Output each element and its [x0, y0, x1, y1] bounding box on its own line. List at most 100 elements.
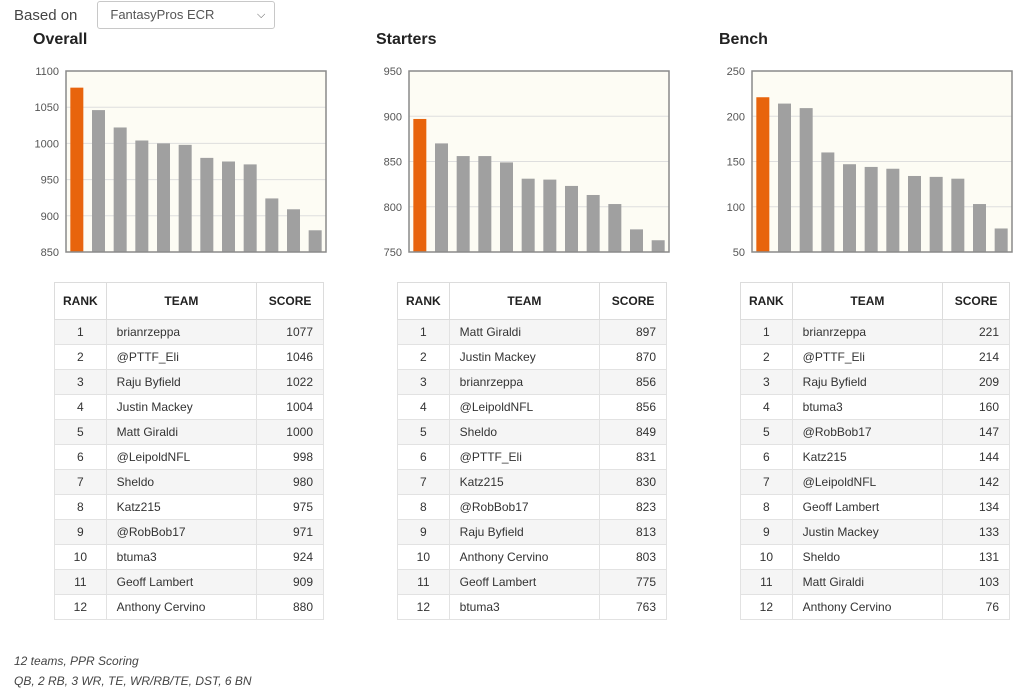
bar[interactable]: [756, 97, 770, 252]
bar[interactable]: [565, 185, 578, 252]
table-row: 10 Anthony Cervino 803: [397, 544, 667, 570]
bar[interactable]: [821, 152, 835, 252]
rank-cell: 3: [397, 369, 450, 395]
bar[interactable]: [500, 162, 513, 252]
bar[interactable]: [478, 156, 492, 252]
score-cell: 144: [942, 444, 1010, 470]
bar[interactable]: [113, 127, 127, 252]
bar[interactable]: [886, 168, 900, 252]
table-row: 8 Katz215 975: [54, 494, 324, 520]
rank-cell: 5: [397, 419, 450, 445]
rank-cell: 2: [397, 344, 450, 370]
bar[interactable]: [799, 108, 813, 252]
rank-cell: 10: [54, 544, 107, 570]
bar[interactable]: [157, 143, 170, 252]
bar[interactable]: [973, 204, 986, 252]
rank-header: RANK: [740, 282, 793, 320]
based-on-control: Based on FantasyPros ECR ⌵: [14, 0, 276, 30]
bar[interactable]: [308, 230, 322, 252]
table-row: 11 Geoff Lambert 775: [397, 569, 667, 595]
bar[interactable]: [222, 161, 235, 253]
score-cell: 975: [256, 494, 324, 520]
bar[interactable]: [200, 157, 214, 252]
table-row: 11 Matt Giraldi 103: [740, 569, 1010, 595]
rank-cell: 4: [740, 394, 793, 420]
bar[interactable]: [843, 164, 856, 252]
rank-cell: 5: [54, 419, 107, 445]
bar[interactable]: [178, 144, 192, 252]
score-cell: 909: [256, 569, 324, 595]
bar[interactable]: [521, 178, 535, 252]
panel-title: Overall: [33, 31, 88, 48]
table-row: 2 Justin Mackey 870: [397, 344, 667, 370]
team-cell: brianrzeppa: [105, 319, 258, 345]
table-row: 7 Katz215 830: [397, 469, 667, 495]
team-cell: Katz215: [105, 494, 258, 520]
bar[interactable]: [287, 209, 300, 252]
bar[interactable]: [135, 140, 149, 252]
bar[interactable]: [265, 198, 279, 252]
rank-cell: 9: [54, 519, 107, 545]
bar[interactable]: [456, 156, 470, 252]
bar[interactable]: [608, 204, 622, 252]
rank-header: RANK: [54, 282, 107, 320]
table-row: 4 btuma3 160: [740, 394, 1010, 420]
team-cell: @RobBob17: [791, 419, 944, 445]
bar[interactable]: [630, 229, 643, 252]
table-row: 6 Katz215 144: [740, 444, 1010, 470]
league-scoring-text: 12 teams, PPR Scoring: [14, 654, 139, 668]
bar[interactable]: [929, 176, 943, 252]
bar[interactable]: [543, 179, 557, 252]
table-row: 3 Raju Byfield 1022: [54, 369, 324, 395]
bar[interactable]: [778, 103, 791, 252]
rank-cell: 11: [397, 569, 450, 595]
ranking-source-value: FantasyPros ECR: [110, 7, 215, 22]
score-cell: 763: [599, 594, 667, 620]
ranking-table-bench: RANK TEAM SCORE 1 brianrzeppa 221 2 @PTTF_El…: [740, 282, 1010, 620]
score-cell: 924: [256, 544, 324, 570]
score-cell: 856: [599, 394, 667, 420]
score-cell: 131: [942, 544, 1010, 570]
y-tick-label: 1100: [35, 66, 59, 78]
score-cell: 1000: [256, 419, 324, 445]
based-on-label: Based on: [14, 6, 78, 24]
team-cell: @LeipoldNFL: [105, 444, 258, 470]
y-tick-label: 900: [41, 211, 59, 223]
bar-chart-bench: 50 100 150 200 250: [727, 66, 1013, 259]
y-tick-label: 750: [384, 247, 402, 259]
rank-cell: 11: [54, 569, 107, 595]
plot-border: [408, 70, 670, 253]
table-row: 4 @LeipoldNFL 856: [397, 394, 667, 420]
team-cell: Sheldo: [105, 469, 258, 495]
team-cell: Justin Mackey: [448, 344, 601, 370]
table-row: 10 Sheldo 131: [740, 544, 1010, 570]
score-cell: 76: [942, 594, 1010, 620]
table-row: 6 @LeipoldNFL 998: [54, 444, 324, 470]
bar[interactable]: [435, 143, 448, 252]
team-cell: @PTTF_Eli: [448, 444, 601, 470]
bar[interactable]: [864, 166, 878, 252]
table-row: 11 Geoff Lambert 909: [54, 569, 324, 595]
score-cell: 830: [599, 469, 667, 495]
score-header: SCORE: [256, 282, 324, 320]
panel-title: Bench: [719, 31, 768, 48]
team-cell: Geoff Lambert: [105, 569, 258, 595]
ranking-source-select[interactable]: FantasyPros ECR ⌵: [97, 1, 276, 29]
table-row: 12 Anthony Cervino 880: [54, 594, 324, 620]
bar[interactable]: [243, 164, 257, 252]
rank-header: RANK: [397, 282, 450, 320]
rank-cell: 11: [740, 569, 793, 595]
score-cell: 998: [256, 444, 324, 470]
bar[interactable]: [586, 194, 600, 252]
bar[interactable]: [92, 110, 105, 252]
score-cell: 823: [599, 494, 667, 520]
team-cell: Sheldo: [448, 419, 601, 445]
bar[interactable]: [651, 240, 665, 252]
bar[interactable]: [908, 175, 921, 252]
table-row: 3 Raju Byfield 209: [740, 369, 1010, 395]
rank-cell: 9: [740, 519, 793, 545]
bar[interactable]: [70, 87, 84, 252]
bar[interactable]: [413, 118, 427, 252]
bar[interactable]: [951, 178, 965, 252]
bar[interactable]: [994, 228, 1008, 252]
